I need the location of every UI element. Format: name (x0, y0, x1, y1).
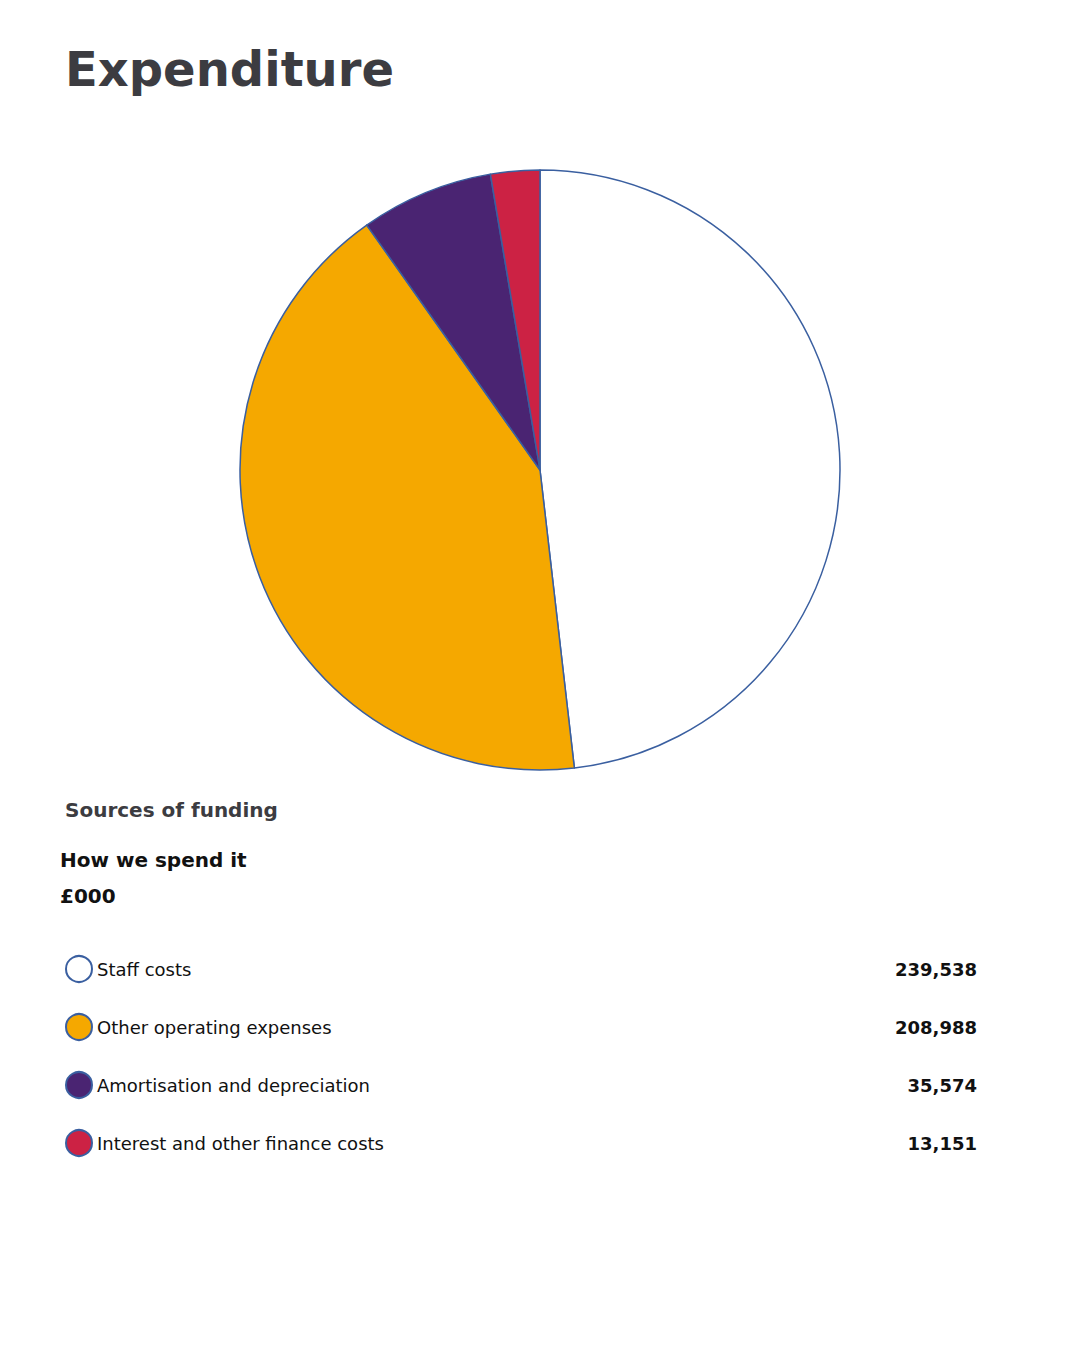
svg-text:£000: £000 (60, 884, 116, 908)
svg-text:208,988: 208,988 (895, 1017, 977, 1038)
svg-text:Expenditure: Expenditure (65, 41, 394, 97)
svg-text:Amortisation and depreciation: Amortisation and depreciation (97, 1075, 370, 1096)
svg-text:35,574: 35,574 (908, 1075, 977, 1096)
svg-text:239,538: 239,538 (895, 959, 977, 980)
svg-text:Staff costs: Staff costs (97, 959, 191, 980)
svg-text:Other operating expenses: Other operating expenses (97, 1017, 332, 1038)
svg-text:Interest and other finance cos: Interest and other finance costs (97, 1133, 384, 1154)
svg-text:How we spend it: How we spend it (60, 848, 247, 872)
svg-text:13,151: 13,151 (908, 1133, 977, 1154)
svg-text:Sources of funding: Sources of funding (65, 798, 278, 822)
